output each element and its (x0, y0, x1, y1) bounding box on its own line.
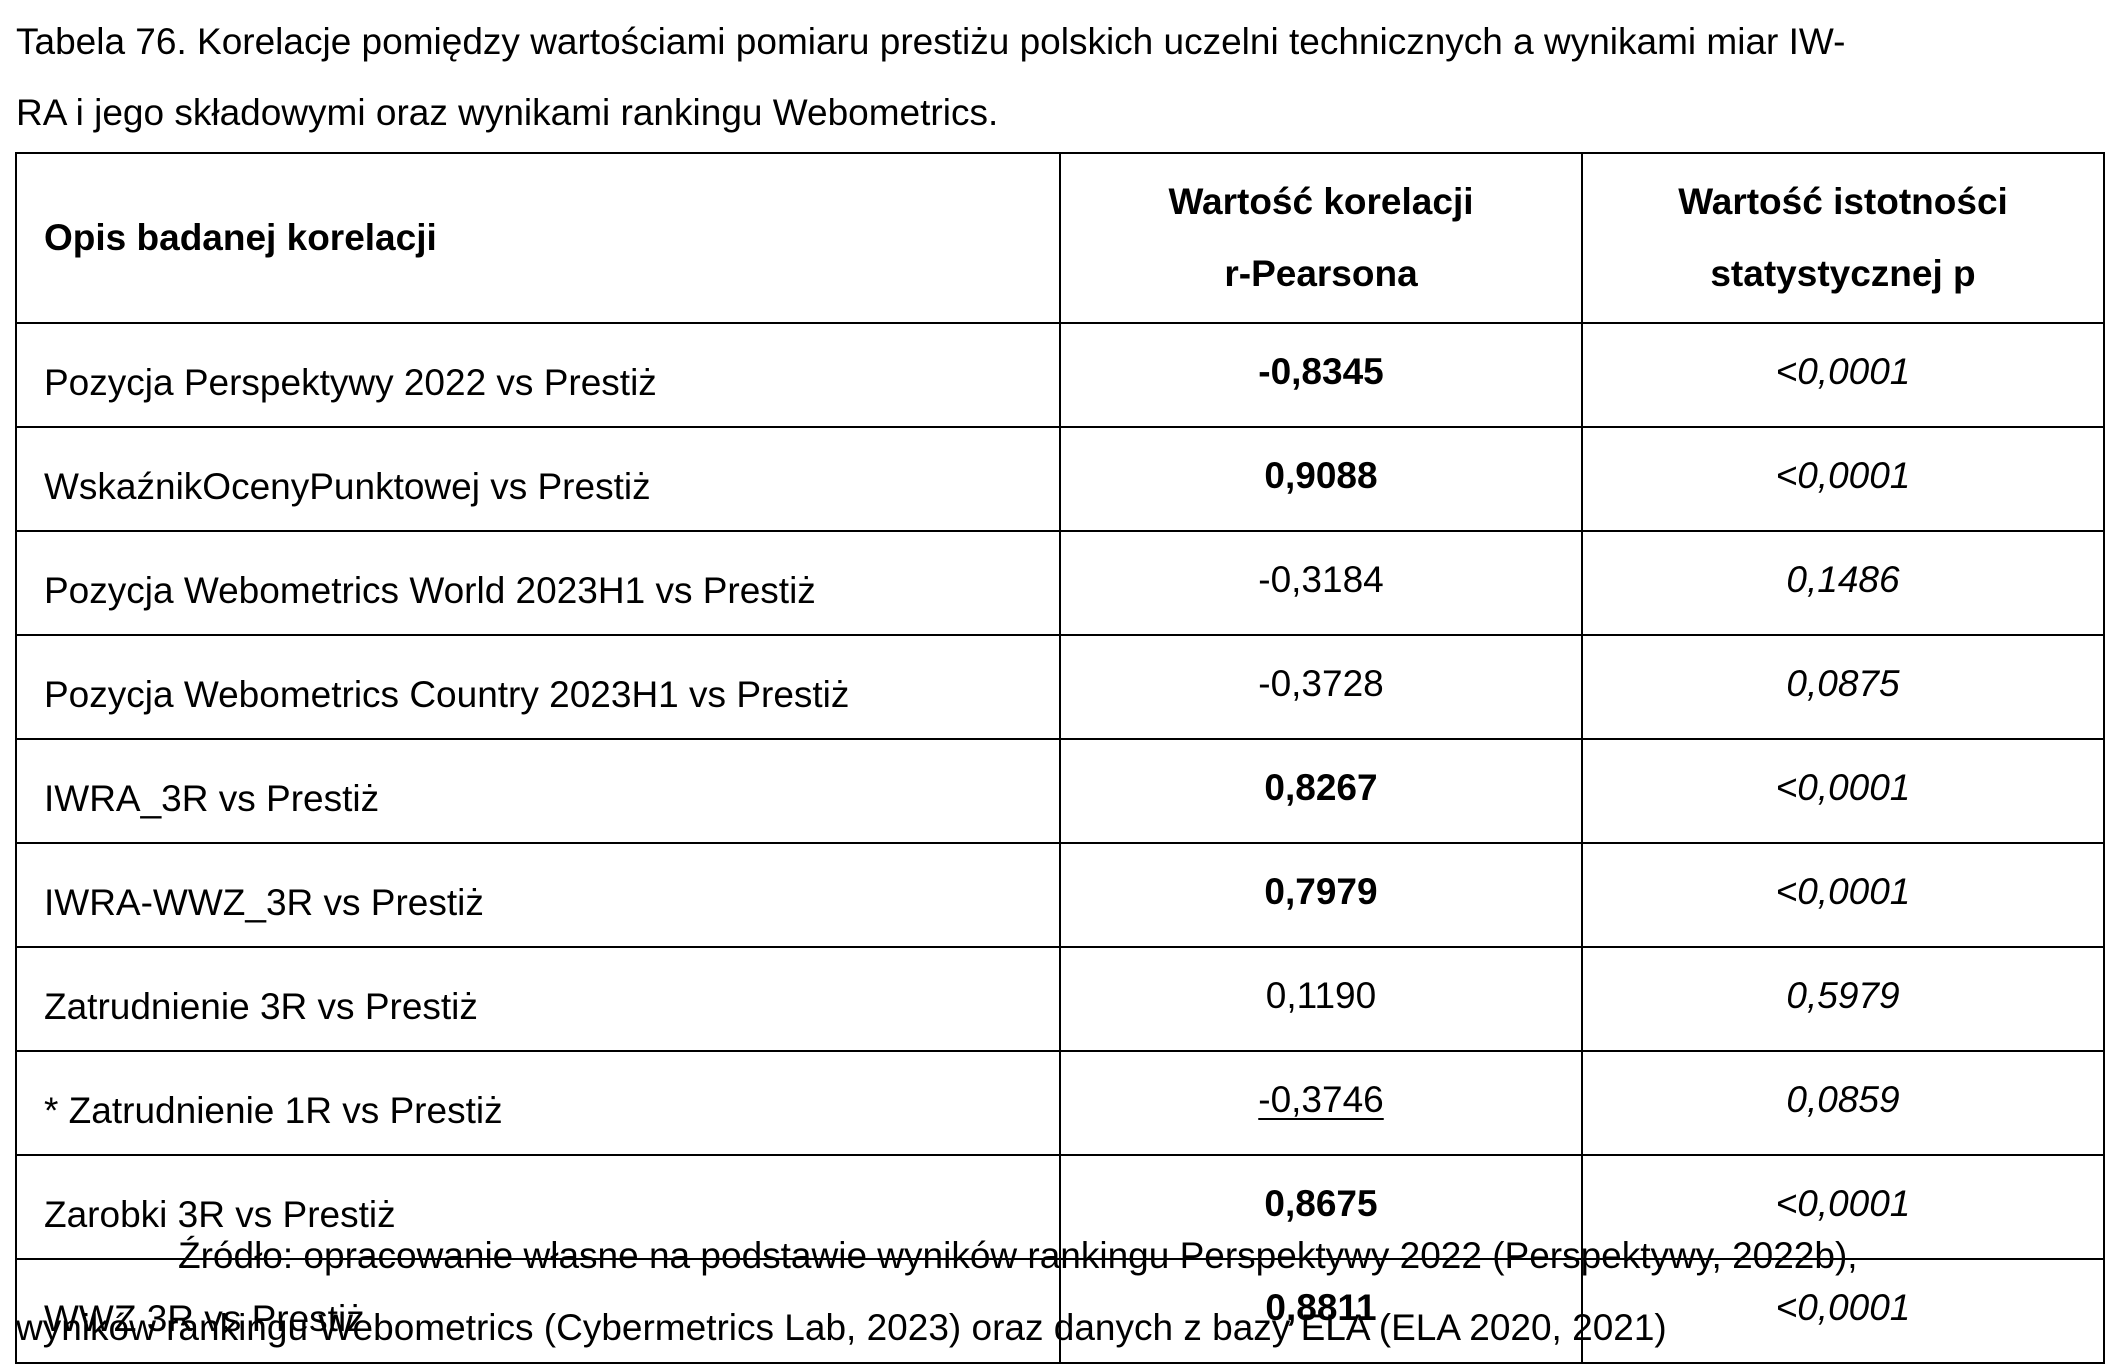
row-description: Zarobki 3R vs Prestiż (15, 1154, 1061, 1260)
row-pearson-r: 0,8267 (1059, 738, 1583, 844)
header-p-value: Wartość istotności statystycznej p (1581, 152, 2105, 324)
table-row: Pozycja Webometrics World 2023H1 vs Pres… (15, 530, 2105, 636)
row-p-value: 0,5979 (1581, 946, 2105, 1052)
table-row: Pozycja Perspektywy 2022 vs Prestiż -0,8… (15, 322, 2105, 428)
row-description: Pozycja Webometrics World 2023H1 vs Pres… (15, 530, 1061, 636)
table-row: Zarobki 3R vs Prestiż 0,8675 <0,0001 (15, 1154, 2105, 1260)
source-line-1: Źródło: opracowanie własne na podstawie … (178, 1235, 1858, 1276)
row-pearson-r: 0,9088 (1059, 426, 1583, 532)
table-row: Zatrudnienie 3R vs Prestiż 0,1190 0,5979 (15, 946, 2105, 1052)
header-pearson-r: Wartość korelacji r-Pearsona (1059, 152, 1583, 324)
row-pearson-r: -0,8345 (1059, 322, 1583, 428)
table-row: IWRA-WWZ_3R vs Prestiż 0,7979 <0,0001 (15, 842, 2105, 948)
row-pearson-r: 0,1190 (1059, 946, 1583, 1052)
table-header-row: Opis badanej korelacji Wartość korelacji… (15, 152, 2105, 324)
row-description: IWRA_3R vs Prestiż (15, 738, 1061, 844)
table-row: WskaźnikOcenyPunktowej vs Prestiż 0,9088… (15, 426, 2105, 532)
caption-line-1: Tabela 76. Korelacje pomiędzy wartościam… (16, 21, 1846, 62)
table-row: Pozycja Webometrics Country 2023H1 vs Pr… (15, 634, 2105, 740)
source-note: Źródło: opracowanie własne na podstawie … (16, 1220, 2096, 1364)
row-p-value: <0,0001 (1581, 426, 2105, 532)
row-description: IWRA-WWZ_3R vs Prestiż (15, 842, 1061, 948)
header-pearson-r-line1: Wartość korelacji (1168, 181, 1474, 222)
row-p-value: 0,1486 (1581, 530, 2105, 636)
row-pearson-r-value: -0,3746 (1258, 1079, 1384, 1120)
row-pearson-r: -0,3746 (1059, 1050, 1583, 1156)
header-p-value-line2: statystycznej p (1710, 253, 1976, 294)
row-description: WskaźnikOcenyPunktowej vs Prestiż (15, 426, 1061, 532)
header-p-value-line1: Wartość istotności (1678, 181, 2008, 222)
correlation-table: Opis badanej korelacji Wartość korelacji… (15, 152, 2105, 1364)
row-description: * Zatrudnienie 1R vs Prestiż (15, 1050, 1061, 1156)
row-pearson-r: -0,3184 (1059, 530, 1583, 636)
row-p-value: 0,0875 (1581, 634, 2105, 740)
row-pearson-r: -0,3728 (1059, 634, 1583, 740)
table-row: * Zatrudnienie 1R vs Prestiż -0,3746 0,0… (15, 1050, 2105, 1156)
row-p-value: <0,0001 (1581, 1154, 2105, 1260)
row-p-value: <0,0001 (1581, 1258, 2105, 1364)
source-line-2: wyników rankingu Webometrics (Cybermetri… (16, 1307, 1667, 1348)
row-pearson-r: 0,8675 (1059, 1154, 1583, 1260)
row-description: Pozycja Webometrics Country 2023H1 vs Pr… (15, 634, 1061, 740)
caption-line-2: RA i jego składowymi oraz wynikami ranki… (16, 92, 999, 133)
header-pearson-r-line2: r-Pearsona (1224, 253, 1418, 294)
row-pearson-r: 0,7979 (1059, 842, 1583, 948)
row-description: Pozycja Perspektywy 2022 vs Prestiż (15, 322, 1061, 428)
table-caption: Tabela 76. Korelacje pomiędzy wartościam… (16, 6, 2076, 148)
row-p-value: <0,0001 (1581, 322, 2105, 428)
header-description: Opis badanej korelacji (15, 152, 1061, 324)
row-description: Zatrudnienie 3R vs Prestiż (15, 946, 1061, 1052)
row-p-value: 0,0859 (1581, 1050, 2105, 1156)
row-p-value: <0,0001 (1581, 842, 2105, 948)
table-body: Pozycja Perspektywy 2022 vs Prestiż -0,8… (15, 322, 2105, 1364)
row-p-value: <0,0001 (1581, 738, 2105, 844)
table-row: IWRA_3R vs Prestiż 0,8267 <0,0001 (15, 738, 2105, 844)
